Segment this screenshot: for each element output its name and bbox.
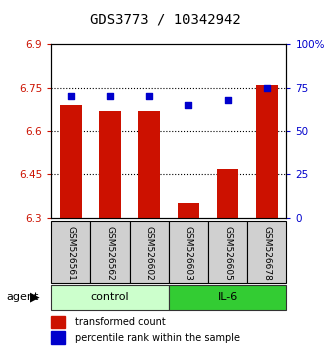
Point xyxy=(264,85,269,91)
Text: ▶: ▶ xyxy=(30,291,40,304)
Bar xyxy=(99,111,121,218)
Bar xyxy=(90,221,130,283)
Bar xyxy=(138,111,160,218)
Text: GSM526678: GSM526678 xyxy=(262,226,271,281)
Bar xyxy=(130,221,169,283)
Text: percentile rank within the sample: percentile rank within the sample xyxy=(75,333,240,343)
Text: control: control xyxy=(91,292,129,302)
Bar xyxy=(60,105,82,218)
Bar xyxy=(217,169,238,218)
Text: agent: agent xyxy=(7,292,39,302)
Bar xyxy=(208,221,247,283)
Text: GSM526603: GSM526603 xyxy=(184,226,193,281)
Text: GDS3773 / 10342942: GDS3773 / 10342942 xyxy=(90,12,241,27)
Text: GSM526605: GSM526605 xyxy=(223,226,232,281)
Bar xyxy=(169,221,208,283)
Point xyxy=(107,93,113,99)
Text: transformed count: transformed count xyxy=(75,317,166,327)
Bar xyxy=(178,203,199,218)
Bar xyxy=(51,315,66,328)
Bar xyxy=(247,221,286,283)
Text: IL-6: IL-6 xyxy=(217,292,238,302)
Bar xyxy=(51,285,169,310)
Bar xyxy=(256,85,277,218)
Bar xyxy=(51,221,90,283)
Text: GSM526562: GSM526562 xyxy=(106,226,115,281)
Bar xyxy=(169,285,286,310)
Bar xyxy=(51,331,66,343)
Point xyxy=(186,102,191,108)
Point xyxy=(68,93,73,99)
Point xyxy=(147,93,152,99)
Text: GSM526602: GSM526602 xyxy=(145,226,154,281)
Point xyxy=(225,97,230,103)
Text: GSM526561: GSM526561 xyxy=(67,226,75,281)
